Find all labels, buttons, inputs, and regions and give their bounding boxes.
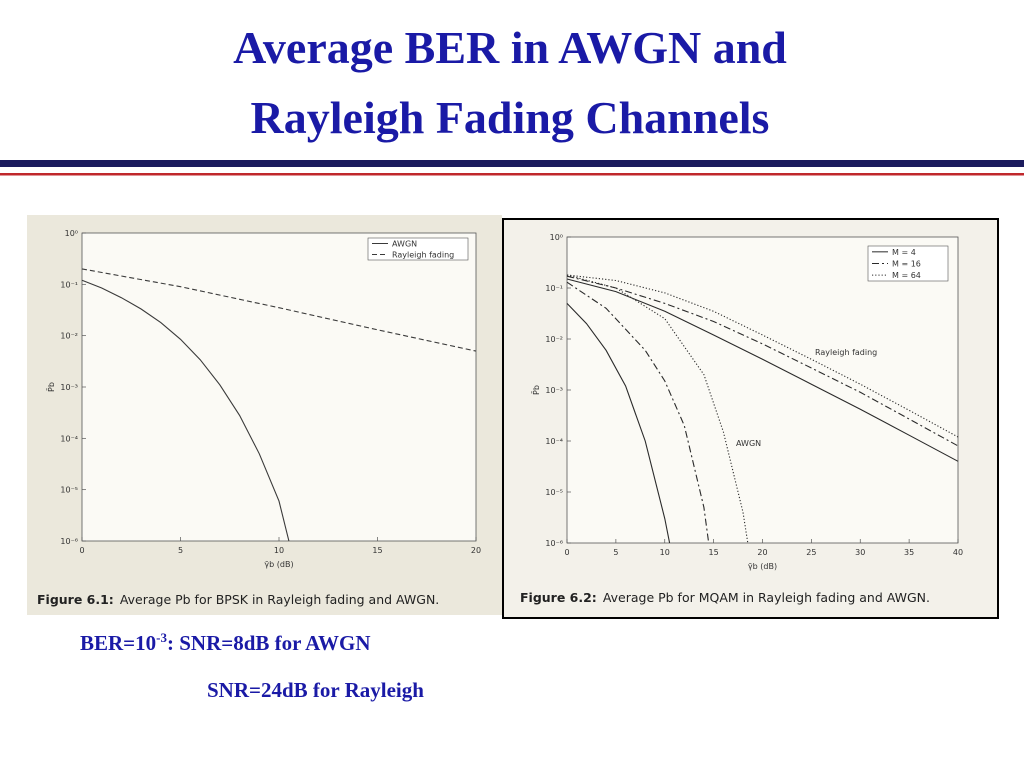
y-tick-label: 10⁻¹ — [545, 284, 563, 293]
series-line — [566, 281, 710, 544]
note-line: SNR=24dB for Rayleigh — [207, 678, 424, 702]
note-text: : SNR=8dB for AWGN — [167, 631, 371, 655]
title-line: Average BER in AWGN and — [233, 22, 787, 73]
x-tick-label: 20 — [471, 546, 481, 555]
note-sup: -3 — [156, 630, 167, 645]
caption-label: Figure 6.1: — [37, 592, 114, 607]
x-tick-label: 25 — [806, 548, 816, 557]
legend-label: M = 4 — [892, 248, 916, 257]
legend-box — [367, 237, 469, 261]
caption: Figure 6.1: Average Pb for BPSK in Raylei… — [37, 592, 439, 607]
y-tick-label: 10⁻³ — [60, 383, 78, 392]
caption: Figure 6.2: Average Pb for MQAM in Raylei… — [520, 590, 930, 605]
x-tick-label: 40 — [953, 548, 963, 557]
y-tick-label: 10⁻⁶ — [60, 537, 78, 546]
series-line — [566, 278, 959, 462]
caption-text: Average Pb for BPSK in Rayleigh fading a… — [120, 592, 439, 607]
x-tick-label: 20 — [757, 548, 767, 557]
note-text: BER=10 — [80, 631, 156, 655]
y-tick-label: 10⁻³ — [545, 386, 563, 395]
series-line — [566, 303, 671, 544]
rule-navy — [0, 160, 1024, 167]
x-axis-label: γ̄b (dB) — [748, 562, 777, 571]
series-line — [81, 268, 477, 352]
y-tick-label: 10⁰ — [65, 229, 78, 238]
note-line: BER=10-3: SNR=8dB for AWGN — [80, 630, 371, 655]
x-tick-label: 0 — [564, 548, 569, 557]
y-tick-label: 10⁻² — [60, 332, 78, 341]
legend-label: AWGN — [392, 240, 417, 249]
y-tick-label: 10⁻⁵ — [60, 486, 78, 495]
x-tick-label: 5 — [613, 548, 618, 557]
plot-area — [566, 236, 959, 544]
y-tick-label: 10⁻⁴ — [60, 434, 78, 443]
x-tick-label: 10 — [660, 548, 670, 557]
legend-label: Rayleigh fading — [392, 251, 454, 260]
y-tick-label: 10⁻⁴ — [545, 437, 563, 446]
legend-label: M = 64 — [892, 271, 921, 280]
y-tick-label: 10⁻¹ — [60, 280, 78, 289]
y-tick-label: 10⁻² — [545, 335, 563, 344]
x-tick-label: 15 — [709, 548, 719, 557]
title-line: Rayleigh Fading Channels — [251, 92, 770, 143]
y-axis-label: P̄b — [46, 382, 56, 392]
caption-label: Figure 6.2: — [520, 590, 597, 605]
x-tick-label: 5 — [178, 546, 183, 555]
plot-area — [81, 232, 477, 542]
x-tick-label: 35 — [904, 548, 914, 557]
x-tick-label: 15 — [372, 546, 382, 555]
y-tick-label: 10⁻⁶ — [545, 539, 563, 548]
legend-label: M = 16 — [892, 260, 921, 269]
annotation: AWGN — [736, 439, 761, 448]
series-line — [566, 274, 749, 544]
caption-text: Average Pb for MQAM in Rayleigh fading a… — [603, 590, 930, 605]
x-tick-label: 30 — [855, 548, 865, 557]
series-line — [81, 279, 290, 542]
x-tick-label: 0 — [79, 546, 84, 555]
annotation: Rayleigh fading — [815, 348, 877, 357]
rule-red — [0, 173, 1024, 176]
x-axis-label: γ̄b (dB) — [264, 560, 293, 569]
y-axis-label: P̄b — [531, 385, 541, 395]
y-tick-label: 10⁰ — [550, 233, 563, 242]
y-tick-label: 10⁻⁵ — [545, 488, 563, 497]
series-line — [566, 274, 959, 438]
x-tick-label: 10 — [274, 546, 284, 555]
